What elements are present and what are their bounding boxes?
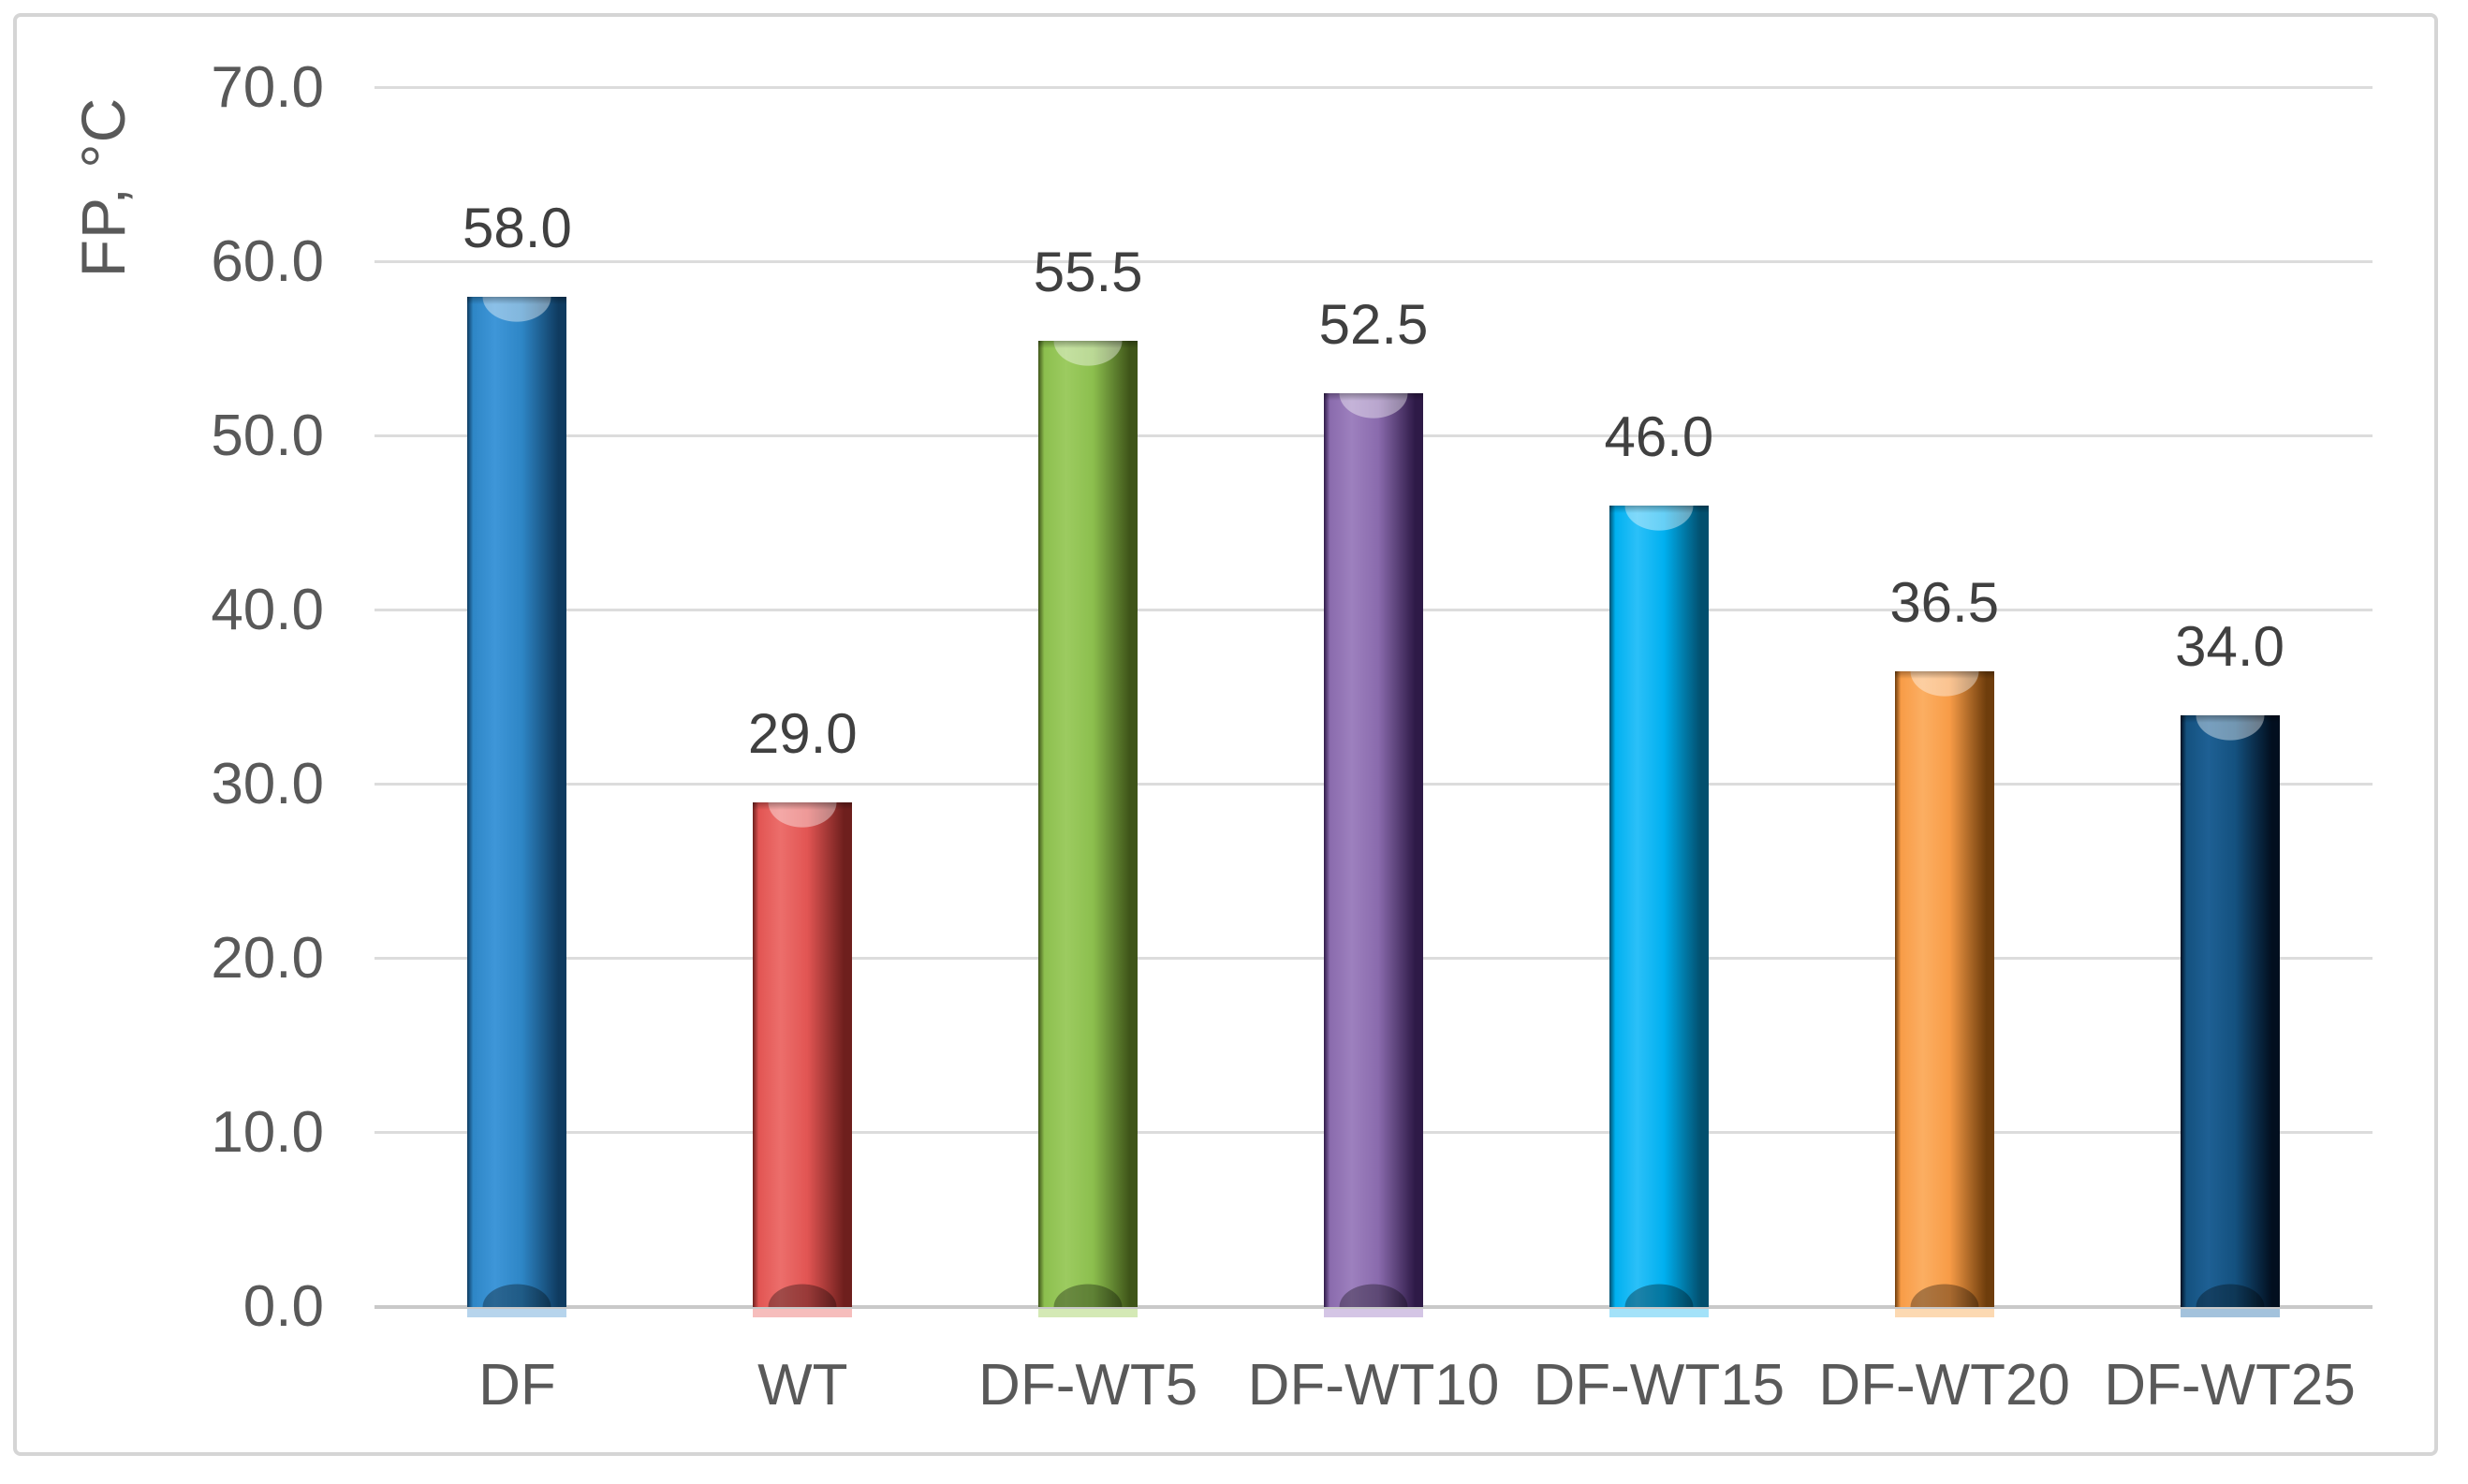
data-label-DF-WT20: 36.5	[1889, 571, 2000, 635]
gridline-70.0	[375, 86, 2373, 89]
data-label-DF-WT10: 52.5	[1318, 292, 1429, 356]
bar-DF	[467, 297, 567, 1307]
y-tick-label-70.0: 70.0	[211, 55, 324, 120]
x-tick-label-DF-WT15: DF-WT15	[1533, 1353, 1785, 1418]
y-tick-label-0.0: 0.0	[242, 1274, 324, 1339]
bar-WT	[753, 801, 853, 1307]
chart-frame	[13, 13, 2438, 1456]
bar-DF-WT20	[1894, 671, 1994, 1307]
gridline-0.0	[375, 1305, 2373, 1309]
data-label-DF-WT25: 34.0	[2175, 614, 2284, 678]
x-tick-label-DF-WT20: DF-WT20	[1818, 1353, 2071, 1418]
bar-DF-WT10	[1324, 392, 1423, 1307]
bar-reflection-DF-WT25	[2180, 1309, 2280, 1317]
gridline-60.0	[375, 260, 2373, 263]
x-tick-label-DF-WT25: DF-WT25	[2104, 1353, 2356, 1418]
data-label-DF: 58.0	[463, 197, 572, 260]
bar-reflection-DF-WT15	[1609, 1309, 1709, 1317]
y-tick-label-20.0: 20.0	[211, 926, 324, 991]
bar-reflection-DF-WT5	[1038, 1309, 1139, 1317]
bar-DF-WT25	[2180, 714, 2280, 1307]
x-tick-label-DF: DF	[478, 1353, 556, 1418]
bar-reflection-WT	[753, 1309, 853, 1317]
bar-DF-WT15	[1609, 506, 1709, 1307]
y-tick-label-10.0: 10.0	[211, 1100, 324, 1165]
y-tick-label-50.0: 50.0	[211, 404, 324, 468]
bar-DF-WT5	[1038, 340, 1139, 1307]
bar-reflection-DF	[467, 1309, 567, 1317]
bar-reflection-DF-WT10	[1324, 1309, 1423, 1317]
data-label-DF-WT15: 46.0	[1604, 405, 1714, 469]
x-tick-label-WT: WT	[757, 1353, 848, 1418]
y-tick-label-60.0: 60.0	[211, 229, 324, 294]
data-label-WT: 29.0	[747, 701, 858, 765]
y-tick-label-30.0: 30.0	[211, 752, 324, 816]
x-tick-label-DF-WT5: DF-WT5	[978, 1353, 1198, 1418]
y-tick-label-40.0: 40.0	[211, 578, 324, 642]
bar-reflection-DF-WT20	[1894, 1309, 1994, 1317]
x-tick-label-DF-WT10: DF-WT10	[1247, 1353, 1500, 1418]
data-label-DF-WT5: 55.5	[1033, 240, 1143, 303]
